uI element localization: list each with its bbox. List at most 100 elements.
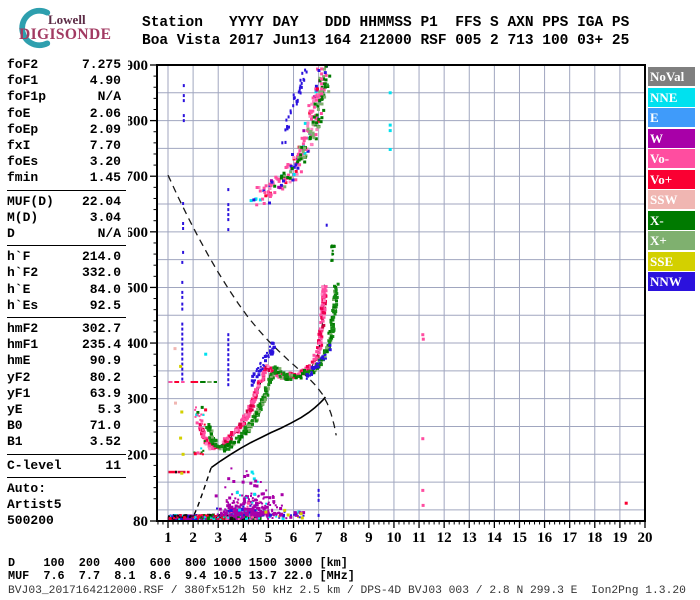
readout-row-yE: yE 5.3: [7, 402, 121, 418]
readout-label: h`Es: [7, 297, 39, 313]
readout-label: hmF1: [7, 337, 39, 353]
readout-value: 92.5: [89, 297, 121, 313]
readout-label: yF1: [7, 385, 31, 401]
doppler-direction-legend: NoVal NNE E W Vo- Vo+ SSW X- X+ SSE NNW: [648, 67, 697, 293]
readout-label: Artist5: [7, 497, 62, 513]
readout-row-foEs: foEs 3.20: [7, 154, 121, 170]
readout-row-hmE: hmE 90.9: [7, 353, 121, 369]
readout-separator: [7, 453, 126, 455]
svg-text:8: 8: [340, 530, 348, 546]
svg-text:20: 20: [637, 530, 652, 546]
readout-row-hmF1: hmF1 235.4: [7, 337, 121, 353]
legend-item-X: X-: [648, 210, 695, 230]
ionogram-plot: 1 2 3 4 5 6 7 8 9 10 11 12 13 14 15 16 17 18 19 20900800700…: [128, 58, 652, 546]
readout-value: 84.0: [89, 281, 121, 297]
parameter-readout-panel: foF2 7.275 foF1 4.90 foF1p N/A foE 2.06 foEp 2.09…: [7, 57, 126, 529]
readout-row-yF1: yF1 63.9: [7, 386, 121, 402]
svg-text:300: 300: [128, 392, 148, 408]
readout-value: 3.20: [89, 154, 121, 170]
svg-text:12: 12: [437, 530, 452, 546]
readout-label: foE: [7, 105, 31, 121]
readout-label: yF2: [7, 369, 31, 385]
readout-row-foF1p: foF1p N/A: [7, 89, 121, 105]
readout-row-hE: h`E 84.0: [7, 282, 121, 298]
readout-value: 3.52: [89, 434, 121, 450]
readout-row-Artist5: Artist5: [7, 497, 121, 513]
readout-value: N/A: [97, 226, 121, 242]
readout-value: 22.04: [81, 193, 121, 209]
svg-text:10: 10: [386, 530, 401, 546]
readout-value: 71.0: [89, 418, 121, 434]
readout-separator: [7, 189, 126, 191]
readout-value: 2.09: [89, 121, 121, 137]
readout-label: fxI: [7, 138, 31, 154]
legend-item-W: W: [648, 128, 695, 148]
readout-value: 332.0: [81, 265, 121, 281]
readout-row-foE: foE 2.06: [7, 106, 121, 122]
readout-row-D: D N/A: [7, 226, 121, 242]
legend-item-SSE: SSE: [648, 251, 695, 271]
svg-text:9: 9: [365, 530, 373, 546]
readout-label: B1: [7, 434, 23, 450]
legend-item-X: X+: [648, 231, 695, 250]
svg-text:16: 16: [537, 530, 553, 546]
readout-value: 4.90: [89, 73, 121, 89]
readout-value: 3.04: [89, 209, 121, 225]
legend-item-Vo: Vo+: [648, 169, 695, 189]
readout-value: 7.275: [81, 57, 121, 72]
svg-text:4: 4: [240, 530, 248, 546]
svg-text:3: 3: [214, 530, 222, 546]
readout-row-foEp: foEp 2.09: [7, 122, 121, 138]
muf-values-row: MUF 7.6 7.7 8.1 8.6 9.4 10.5 13.7 22.0 […: [8, 569, 355, 583]
readout-separator: [7, 317, 126, 319]
svg-text:500: 500: [128, 280, 148, 296]
readout-value: 1.45: [89, 170, 121, 186]
svg-text:11: 11: [412, 530, 426, 546]
svg-text:15: 15: [512, 530, 527, 546]
readout-value: 90.9: [89, 353, 121, 369]
readout-label: D: [7, 226, 15, 242]
svg-text:19: 19: [612, 530, 627, 546]
readout-row-MD: M(D) 3.04: [7, 210, 121, 226]
readout-label: M(D): [7, 209, 39, 225]
svg-text:900: 900: [128, 58, 148, 74]
legend-item-E: E: [648, 108, 695, 127]
readout-value: 11: [105, 457, 121, 473]
legend-item-NNW: NNW: [648, 272, 695, 291]
readout-label: foF2: [7, 57, 39, 72]
readout-row-yF2: yF2 80.2: [7, 370, 121, 386]
svg-text:17: 17: [562, 530, 578, 546]
readout-label: hmE: [7, 353, 31, 369]
legend-item-SSW: SSW: [648, 190, 695, 209]
svg-text:6: 6: [290, 530, 298, 546]
svg-text:80: 80: [133, 514, 148, 530]
readout-value: 63.9: [89, 385, 121, 401]
logo-digisonde-text: DIGISONDE: [19, 26, 112, 43]
readout-label: foEp: [7, 121, 39, 137]
readout-row-foF1: foF1 4.90: [7, 73, 121, 89]
readout-label: h`E: [7, 281, 31, 297]
svg-text:700: 700: [128, 169, 148, 185]
svg-text:800: 800: [128, 114, 148, 130]
readout-row-Auto: Auto:: [7, 481, 121, 497]
readout-row-fmin: fmin 1.45: [7, 170, 121, 186]
readout-row-Clevel: C-level 11: [7, 458, 121, 474]
readout-value: 214.0: [81, 249, 121, 265]
file-info-line: BVJ03_2017164212000.RSF / 380fx512h 50 k…: [8, 584, 686, 597]
svg-text:13: 13: [462, 530, 477, 546]
svg-text:400: 400: [128, 336, 148, 352]
svg-text:7: 7: [315, 530, 323, 546]
readout-value: 302.7: [81, 321, 121, 337]
readout-value: 7.70: [89, 138, 121, 154]
svg-text:1: 1: [164, 530, 172, 546]
legend-item-NNE: NNE: [648, 87, 695, 107]
readout-label: foEs: [7, 154, 39, 170]
legend-item-Vo: Vo-: [648, 149, 695, 168]
readout-value: 5.3: [97, 402, 121, 418]
svg-text:14: 14: [487, 530, 503, 546]
station-header-values: Boa Vista 2017 Jun13 164 212000 RSF 005 …: [142, 32, 630, 49]
svg-text:2: 2: [189, 530, 197, 546]
readout-label: B0: [7, 418, 23, 434]
readout-row-B0: B0 71.0: [7, 418, 121, 434]
logo-arc-icon: [19, 7, 51, 49]
